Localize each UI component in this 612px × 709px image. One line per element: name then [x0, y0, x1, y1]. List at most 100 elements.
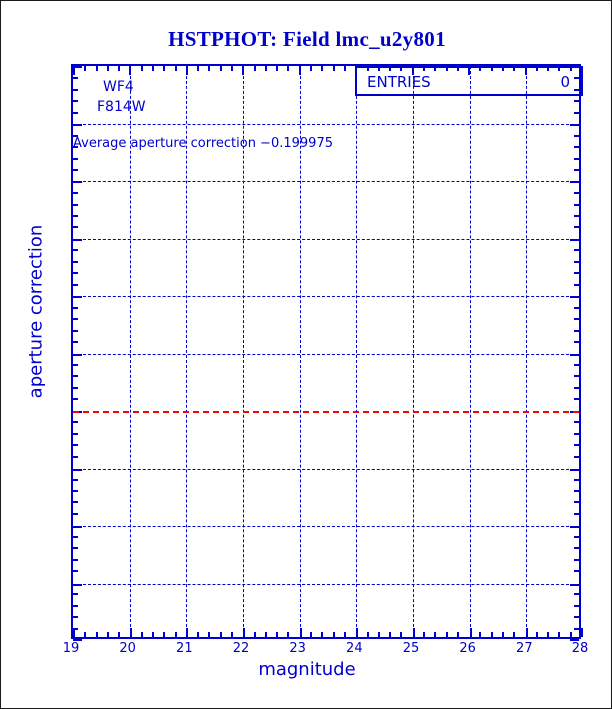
xtick-minor: [264, 632, 267, 637]
ytick-minor: [73, 490, 78, 493]
ytick-right-0.4: [570, 238, 579, 241]
gridline-v-25: [413, 66, 414, 637]
xtick-minor: [547, 632, 550, 637]
ytick-minor: [73, 398, 78, 401]
xtick-minor: [152, 66, 155, 71]
ytick-minor: [574, 306, 579, 309]
xtick-minor: [558, 632, 561, 637]
ytick-minor: [73, 306, 78, 309]
xtick-minor: [343, 632, 346, 637]
xtick-major-26: [469, 628, 472, 637]
xtick-major-22: [243, 628, 245, 637]
xtick-top-major: [468, 66, 471, 75]
ytick-major-0.4: [73, 238, 82, 241]
xtick-minor: [287, 632, 290, 637]
xtick-minor: [163, 632, 166, 637]
ytick-minor: [73, 260, 78, 263]
gridline-v-27: [526, 66, 528, 637]
ytick-major--0.8: [73, 583, 82, 586]
xtick-minor: [569, 632, 572, 637]
ytick-minor: [574, 226, 579, 229]
ytick-major-0.2: [73, 296, 82, 298]
ytick-minor: [574, 318, 579, 321]
ytick-minor: [73, 283, 78, 286]
ytick-minor: [73, 478, 78, 481]
ytick-minor: [574, 570, 579, 573]
x-axis-title: magnitude: [258, 659, 356, 680]
xtick-minor: [513, 66, 516, 71]
ytick-minor: [73, 363, 78, 366]
ytick-minor: [574, 478, 579, 481]
annotation-detector: WF4: [103, 79, 134, 95]
xtick-major-24: [356, 628, 359, 637]
ytick-minor: [73, 214, 78, 217]
ytick-minor: [73, 146, 78, 149]
xtick-minor: [264, 66, 267, 71]
xtick-minor: [163, 66, 166, 71]
ytick-minor: [73, 604, 78, 607]
xtick-minor: [366, 632, 369, 637]
ytick-minor: [73, 421, 78, 424]
xtick-minor: [332, 66, 335, 71]
xtick-label-19: 19: [62, 641, 80, 656]
ytick-minor: [73, 249, 78, 252]
ytick-minor: [574, 558, 579, 561]
ytick-minor: [574, 341, 579, 344]
ytick-major-0.8: [73, 123, 82, 126]
ytick-minor: [73, 558, 78, 561]
ytick-right-0.8: [570, 123, 579, 126]
xtick-minor: [84, 632, 87, 637]
xtick-major-20: [129, 628, 132, 637]
ytick-minor: [574, 604, 579, 607]
ytick-minor: [574, 455, 579, 458]
ytick-minor: [73, 375, 78, 378]
xtick-minor: [501, 632, 504, 637]
xtick-minor: [208, 66, 211, 71]
xtick-minor: [558, 66, 561, 71]
ytick-minor: [73, 341, 78, 344]
xtick-minor: [118, 66, 121, 71]
xtick-minor: [479, 632, 482, 637]
xtick-minor: [106, 632, 109, 637]
ytick-minor: [73, 570, 78, 573]
xtick-minor: [106, 66, 109, 71]
xtick-minor: [445, 632, 448, 637]
ytick-minor: [574, 146, 579, 149]
xtick-minor: [513, 632, 516, 637]
ytick-minor: [73, 100, 78, 103]
xtick-top-major: [129, 66, 132, 75]
xtick-minor: [422, 66, 425, 71]
xtick-minor: [152, 632, 155, 637]
xtick-minor: [389, 66, 392, 71]
ytick-minor: [574, 111, 579, 114]
xtick-minor: [400, 632, 403, 637]
ytick-minor: [574, 535, 579, 538]
ytick-minor: [73, 512, 78, 515]
ytick-minor: [574, 398, 579, 401]
ytick-minor: [574, 593, 579, 596]
ytick-minor: [73, 386, 78, 389]
xtick-minor: [569, 66, 572, 71]
ytick-minor: [73, 77, 78, 80]
xtick-minor: [118, 632, 121, 637]
xtick-minor: [197, 632, 200, 637]
xtick-label-24: 24: [346, 641, 363, 656]
ytick-minor: [574, 627, 579, 630]
ytick-minor: [73, 203, 78, 206]
xtick-minor: [321, 632, 324, 637]
xtick-minor: [174, 632, 177, 637]
xtick-minor: [389, 632, 392, 637]
plot-area: WF4 F814W Average aperture correction −0…: [71, 64, 583, 641]
xtick-minor: [456, 66, 459, 71]
ytick-minor: [574, 77, 579, 80]
gridline-h--0.4: [73, 468, 579, 470]
ytick-major-0: [73, 353, 82, 356]
ytick-right--0.4: [570, 468, 579, 471]
xtick-label-23: 23: [289, 641, 306, 656]
ytick-right--1: [570, 639, 579, 641]
xtick-minor: [310, 632, 313, 637]
ytick-minor: [574, 134, 579, 137]
xtick-major-28: [581, 628, 583, 637]
xtick-label-28: 28: [571, 641, 589, 656]
